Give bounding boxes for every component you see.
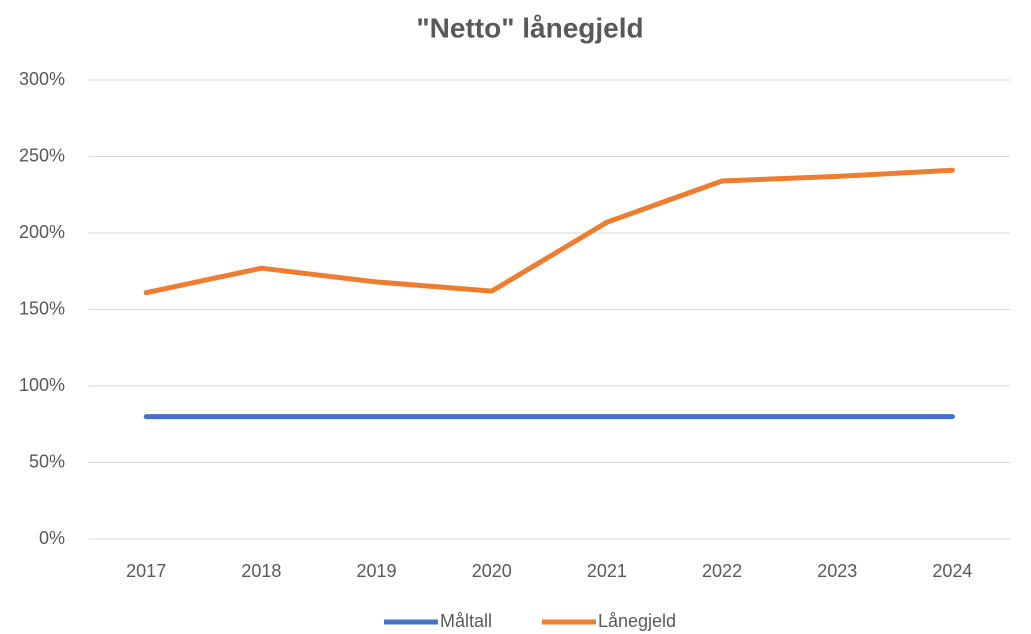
chart-title: "Netto" lånegjeld bbox=[416, 12, 643, 43]
x-tick-label: 2024 bbox=[932, 561, 972, 581]
legend-label: Lånegjeld bbox=[598, 611, 676, 631]
x-tick-label: 2021 bbox=[587, 561, 627, 581]
x-tick-label: 2017 bbox=[126, 561, 166, 581]
y-tick-label: 0% bbox=[39, 528, 65, 548]
data-line bbox=[143, 167, 955, 296]
x-tick-label: 2018 bbox=[241, 561, 281, 581]
y-tick-label: 100% bbox=[19, 375, 65, 395]
y-tick-label: 250% bbox=[19, 145, 65, 165]
x-tick-label: 2023 bbox=[817, 561, 857, 581]
y-tick-label: 50% bbox=[29, 451, 65, 471]
y-tick-label: 300% bbox=[19, 69, 65, 89]
x-tick-label: 2020 bbox=[472, 561, 512, 581]
legend-label: Måltall bbox=[440, 611, 492, 631]
x-tick-label: 2022 bbox=[702, 561, 742, 581]
y-tick-label: 150% bbox=[19, 298, 65, 318]
x-tick-label: 2019 bbox=[357, 561, 397, 581]
y-tick-label: 200% bbox=[19, 222, 65, 242]
